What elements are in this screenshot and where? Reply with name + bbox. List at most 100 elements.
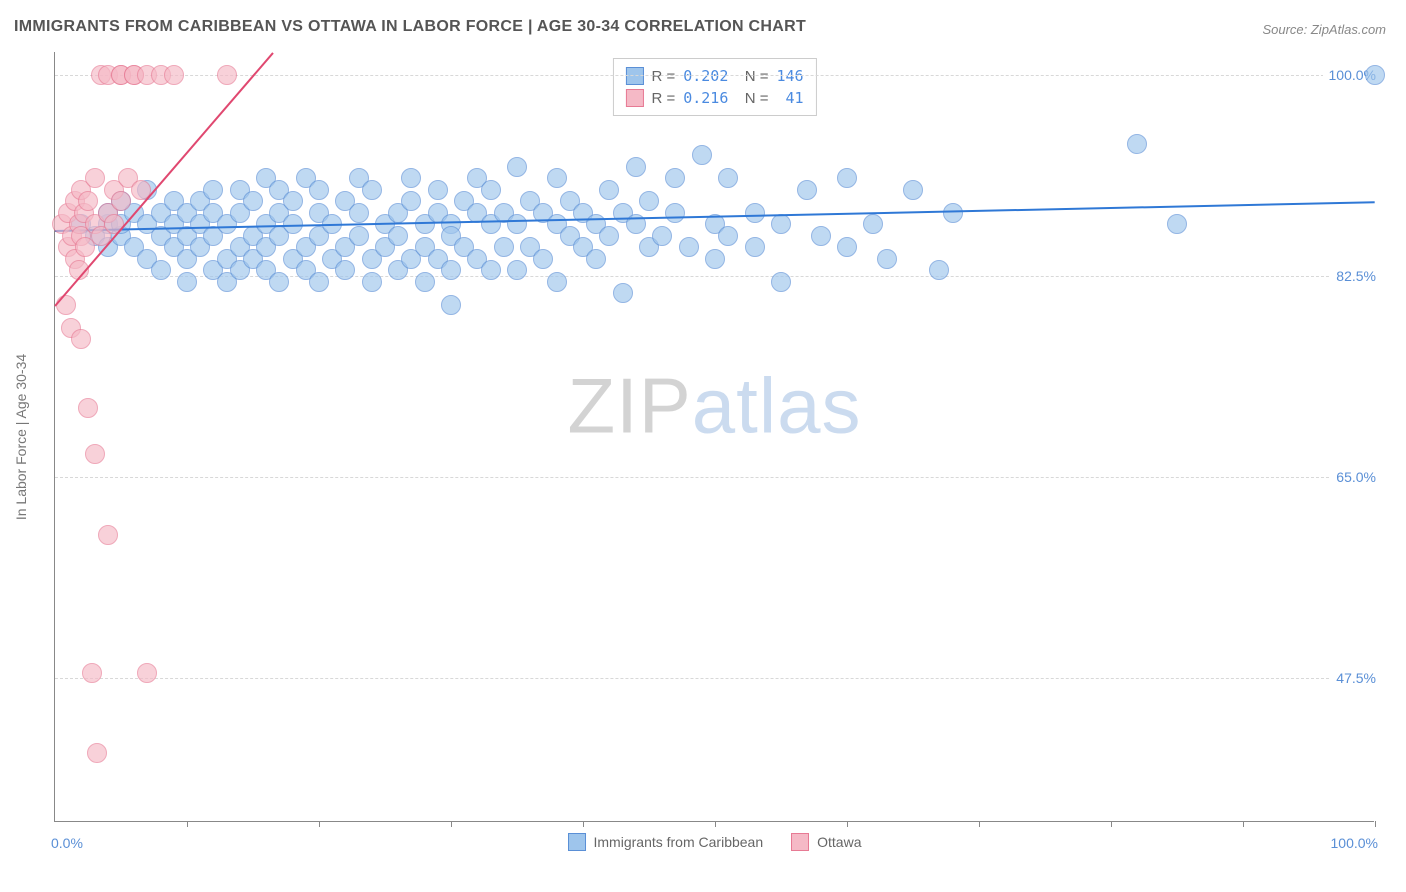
- legend-swatch: [568, 833, 586, 851]
- data-point: [104, 214, 124, 234]
- data-point: [507, 260, 527, 280]
- data-point: [349, 226, 369, 246]
- data-point: [203, 180, 223, 200]
- data-point: [401, 191, 421, 211]
- data-point: [362, 180, 382, 200]
- data-point: [309, 180, 329, 200]
- data-point: [481, 180, 501, 200]
- data-point: [56, 295, 76, 315]
- data-point: [613, 283, 633, 303]
- gridline: [55, 678, 1374, 679]
- x-axis-max-label: 100.0%: [1331, 835, 1378, 851]
- x-tick: [451, 821, 452, 827]
- data-point: [415, 272, 435, 292]
- data-point: [494, 237, 514, 257]
- data-point: [177, 272, 197, 292]
- data-point: [269, 272, 289, 292]
- data-point: [599, 226, 619, 246]
- data-point: [87, 743, 107, 763]
- watermark: ZIPatlas: [567, 360, 861, 451]
- gridline: [55, 276, 1374, 277]
- source-attribution: Source: ZipAtlas.com: [1262, 22, 1386, 37]
- data-point: [85, 168, 105, 188]
- stats-row: R = 0.202 N = 146: [625, 65, 803, 87]
- data-point: [349, 203, 369, 223]
- data-point: [586, 249, 606, 269]
- x-axis-min-label: 0.0%: [51, 835, 83, 851]
- data-point: [599, 180, 619, 200]
- data-point: [837, 237, 857, 257]
- data-point: [335, 260, 355, 280]
- stat-n-value: 146: [776, 67, 803, 85]
- data-point: [98, 525, 118, 545]
- data-point: [718, 168, 738, 188]
- stat-n-label: N =: [736, 90, 768, 107]
- data-point: [507, 214, 527, 234]
- data-point: [164, 65, 184, 85]
- data-point: [388, 226, 408, 246]
- x-tick: [979, 821, 980, 827]
- correlation-stats-box: R = 0.202 N = 146R = 0.216 N = 41: [612, 58, 816, 116]
- data-point: [547, 168, 567, 188]
- legend-label: Ottawa: [817, 834, 861, 850]
- legend-label: Immigrants from Caribbean: [594, 834, 764, 850]
- data-point: [151, 260, 171, 280]
- data-point: [943, 203, 963, 223]
- x-tick: [847, 821, 848, 827]
- data-point: [507, 157, 527, 177]
- data-point: [1167, 214, 1187, 234]
- scatter-plot-area: In Labor Force | Age 30-34 ZIPatlas R = …: [54, 52, 1374, 822]
- data-point: [877, 249, 897, 269]
- stat-r-value: 0.202: [683, 67, 728, 85]
- data-point: [1127, 134, 1147, 154]
- x-tick: [187, 821, 188, 827]
- data-point: [771, 214, 791, 234]
- data-point: [639, 191, 659, 211]
- data-point: [362, 272, 382, 292]
- legend-swatch: [625, 67, 643, 85]
- stat-n-value: 41: [776, 89, 803, 107]
- x-tick: [1375, 821, 1376, 827]
- data-point: [137, 663, 157, 683]
- data-point: [441, 260, 461, 280]
- legend-swatch: [791, 833, 809, 851]
- stat-n-label: N =: [736, 68, 768, 85]
- legend-item: Immigrants from Caribbean: [568, 833, 764, 851]
- x-tick: [1111, 821, 1112, 827]
- data-point: [929, 260, 949, 280]
- data-point: [837, 168, 857, 188]
- data-point: [626, 157, 646, 177]
- watermark-atlas: atlas: [692, 361, 862, 449]
- data-point: [111, 191, 131, 211]
- legend-swatch: [625, 89, 643, 107]
- data-point: [745, 203, 765, 223]
- data-point: [428, 180, 448, 200]
- data-point: [78, 191, 98, 211]
- data-point: [309, 272, 329, 292]
- stats-row: R = 0.216 N = 41: [625, 87, 803, 109]
- data-point: [1365, 65, 1385, 85]
- data-point: [665, 203, 685, 223]
- data-point: [441, 295, 461, 315]
- y-tick-label: 82.5%: [1330, 268, 1376, 284]
- data-point: [401, 168, 421, 188]
- data-point: [85, 444, 105, 464]
- data-point: [217, 65, 237, 85]
- x-tick: [319, 821, 320, 827]
- legend-item: Ottawa: [791, 833, 861, 851]
- data-point: [78, 398, 98, 418]
- data-point: [283, 191, 303, 211]
- data-point: [547, 272, 567, 292]
- data-point: [811, 226, 831, 246]
- data-point: [705, 249, 725, 269]
- stat-r-label: R =: [651, 68, 675, 85]
- gridline: [55, 477, 1374, 478]
- data-point: [745, 237, 765, 257]
- data-point: [771, 272, 791, 292]
- data-point: [533, 249, 553, 269]
- data-point: [797, 180, 817, 200]
- y-tick-label: 65.0%: [1330, 469, 1376, 485]
- x-tick: [715, 821, 716, 827]
- data-point: [652, 226, 672, 246]
- watermark-zip: ZIP: [567, 361, 691, 449]
